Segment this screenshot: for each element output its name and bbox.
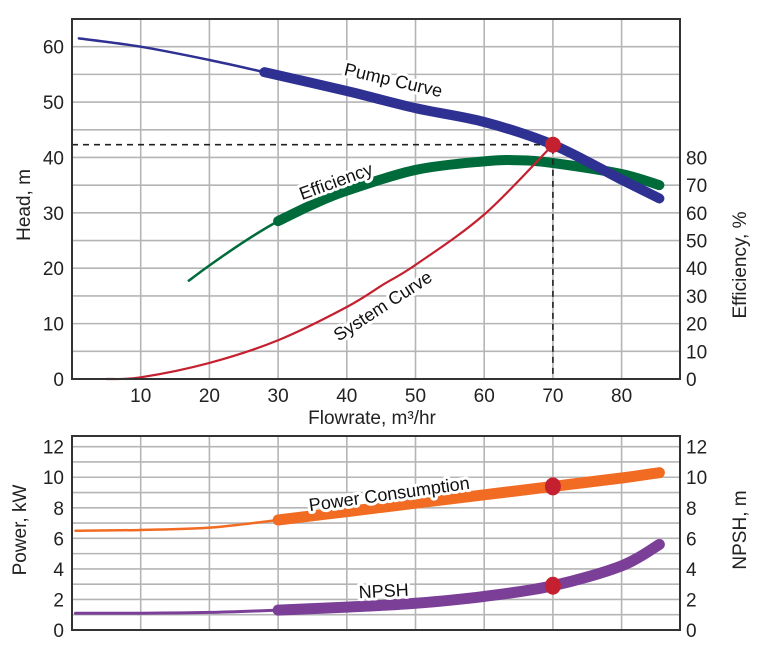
x-tick-label: 30 [268,386,289,407]
x-tick-label: 20 [199,386,220,407]
npsh-curve-operating-range-line [272,538,665,616]
bottom-chart-grid [72,436,680,630]
npsh-tick-label: 2 [686,590,697,611]
npsh-tick-label: 10 [686,468,707,489]
npsh-tick-label: 4 [686,560,697,581]
npsh-tick-label: 6 [686,529,697,550]
npsh-axis-label: NPSH, m [730,490,751,569]
efficiency-tick-label: 70 [686,176,707,197]
operating-point-marker [544,136,561,153]
x-tick-label: 50 [405,386,426,407]
efficiency-tick-label: 80 [686,148,707,169]
power-axis-label: Power, kW [10,485,31,576]
power-tick-label: 10 [43,468,64,489]
x-tick-label: 10 [130,386,151,407]
power-tick-label: 2 [53,590,64,611]
x-axis-label: Flowrate, m³/hr [308,408,436,429]
npsh-tick-label: 12 [686,438,707,459]
power-tick-label: 8 [53,499,64,520]
npsh-tick-label: 8 [686,499,697,520]
npsh-tick-label: 0 [686,621,697,642]
head-tick-label: 40 [43,148,64,169]
operating-point-marker [544,576,561,595]
head-tick-label: 20 [43,259,64,280]
x-tick-label: 60 [474,386,495,407]
efficiency-tick-label: 30 [686,287,707,308]
efficiency-tick-label: 50 [686,232,707,253]
operating-point-marker [544,477,561,496]
power-tick-label: 12 [43,438,64,459]
power-tick-label: 6 [53,529,64,550]
pump-curve-operating-range-line [259,67,665,204]
x-tick-label: 80 [611,386,632,407]
head-tick-label: 30 [43,204,64,225]
x-tick-label: 40 [336,386,357,407]
head-tick-label: 50 [43,93,64,114]
bottom-plot-frame [71,435,681,631]
efficiency-tick-label: 60 [686,204,707,225]
tick-labels: 10 20 30 40 50 60 70 80010203040506001020304050… [43,38,707,642]
power-consumption-curve-operating-range-line [272,467,665,526]
efficiency-tick-label: 0 [686,370,697,391]
power-tick-label: 0 [53,621,64,642]
system-curve-label: System Curve [330,267,436,345]
system-curve-line [105,143,555,381]
head-tick-label: 10 [43,315,64,336]
curves [72,37,665,616]
efficiency-tick-label: 40 [686,259,707,280]
power-tick-label: 4 [53,560,64,581]
efficiency-curve-line [187,158,661,282]
efficiency-tick-label: 20 [686,315,707,336]
efficiency-tick-label: 10 [686,342,707,363]
npsh-label: NPSH [358,580,409,603]
x-tick-label: 70 [542,386,563,407]
head-tick-label: 60 [43,38,64,59]
head-axis-label: Head, m [14,169,35,241]
efficiency-axis-label: Efficiency, % [730,211,751,318]
head-tick-label: 0 [53,370,64,391]
top-plot-frame [71,18,681,380]
